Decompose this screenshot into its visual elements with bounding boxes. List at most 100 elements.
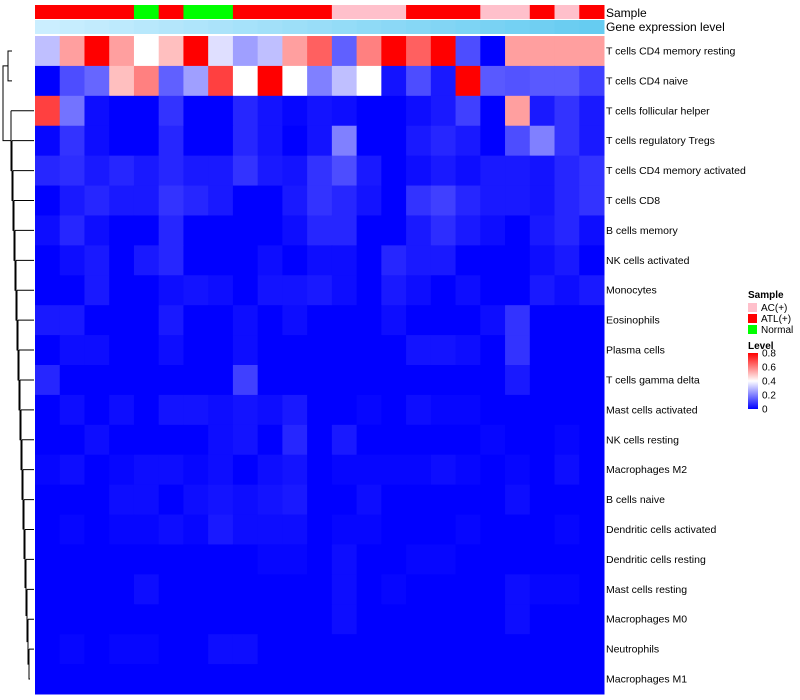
heatmap-cell: [406, 335, 432, 366]
heatmap-cell: [282, 245, 308, 276]
heatmap-cell: [381, 65, 407, 97]
heatmap-cell: [307, 36, 333, 67]
heatmap-cell: [307, 185, 333, 216]
heatmap-cell: [430, 275, 457, 306]
heatmap-cell: [133, 275, 160, 306]
heatmap-cell: [529, 484, 556, 516]
heatmap-cell: [579, 574, 605, 605]
heatmap-cell: [282, 544, 308, 575]
heatmap-cell: [381, 454, 407, 486]
heatmap-cell: [307, 335, 333, 366]
heatmap-cell: [579, 394, 605, 426]
heatmap-cell: [430, 305, 457, 336]
heatmap-cell: [307, 604, 333, 635]
heatmap-cell: [307, 514, 333, 545]
heatmap-cell: [84, 65, 110, 97]
heatmap-cell: [554, 125, 580, 157]
heatmap-cell: [406, 424, 432, 456]
heatmap-cell: [430, 454, 457, 486]
heatmap-cell: [257, 215, 283, 246]
heatmap-cell: [232, 185, 259, 216]
heatmap-cell: [109, 604, 135, 635]
heatmap-cell: [257, 335, 283, 366]
heatmap-cell: [59, 424, 85, 456]
heatmap-cell: [505, 574, 531, 605]
heatmap-cell: [356, 394, 382, 426]
heatmap-cell: [430, 664, 457, 695]
heatmap-cell: [505, 514, 531, 545]
heatmap-cell: [232, 544, 259, 575]
heatmap-cell: [307, 245, 333, 276]
heatmap-cell: [232, 394, 259, 426]
expression-cell: [455, 20, 481, 34]
heatmap-cell: [480, 454, 506, 486]
heatmap-cell: [430, 36, 457, 67]
heatmap-cell: [35, 634, 61, 665]
heatmap-cell: [282, 664, 308, 695]
heatmap-cell: [455, 36, 481, 67]
heatmap-cell: [183, 424, 209, 456]
heatmap-cell: [183, 275, 209, 306]
heatmap-cell: [331, 454, 358, 486]
heatmap-cell: [183, 394, 209, 426]
heatmap-cell: [307, 664, 333, 695]
heatmap-cell: [430, 95, 457, 127]
heatmap-cell: [381, 394, 407, 426]
expression-cell: [133, 20, 160, 34]
heatmap-cell: [356, 125, 382, 157]
heatmap-cell: [257, 484, 283, 516]
heatmap-cell: [84, 215, 110, 246]
heatmap-cell: [505, 215, 531, 246]
sample-cell: [307, 5, 333, 19]
level-tick-label: 0.6: [762, 363, 776, 374]
heatmap-cell: [84, 245, 110, 276]
heatmap-cell: [480, 185, 506, 216]
heatmap-cell: [331, 305, 358, 336]
heatmap-cell: [406, 65, 432, 97]
heatmap-cell: [282, 65, 308, 97]
heatmap-cell: [59, 95, 85, 127]
expression-cell: [232, 20, 259, 34]
heatmap-cell: [480, 215, 506, 246]
row-label: Macrophages M2: [606, 464, 687, 476]
heatmap-cell: [158, 335, 184, 366]
heatmap-cell: [579, 454, 605, 486]
heatmap-cell: [35, 155, 61, 187]
heatmap-cell: [158, 245, 184, 276]
heatmap-cell: [406, 484, 432, 516]
sample-cell: [208, 5, 234, 19]
heatmap-cell: [505, 454, 531, 486]
heatmap-cell: [480, 305, 506, 336]
heatmap-cell: [356, 514, 382, 545]
heatmap-cell: [505, 275, 531, 306]
heatmap-cell: [208, 215, 234, 246]
heatmap-cell: [579, 215, 605, 246]
heatmap-cell: [257, 155, 283, 187]
heatmap-cell: [208, 155, 234, 187]
heatmap-cell: [257, 634, 283, 665]
heatmap-cell: [529, 275, 556, 306]
heatmap-cell: [480, 275, 506, 306]
row-label: Mast cells activated: [606, 404, 698, 416]
heatmap-cell: [257, 664, 283, 695]
heatmap-cell: [356, 245, 382, 276]
heatmap-cell: [554, 275, 580, 306]
heatmap-cell: [331, 155, 358, 187]
heatmap-cell: [554, 604, 580, 635]
heatmap-cell: [282, 484, 308, 516]
heatmap-cell: [505, 544, 531, 575]
heatmap-cell: [554, 245, 580, 276]
heatmap-cell: [455, 125, 481, 157]
heatmap-cell: [208, 36, 234, 67]
heatmap-cell: [35, 65, 61, 97]
heatmap-cell: [554, 65, 580, 97]
level-legend-title: Level: [748, 341, 774, 352]
heatmap-cell: [307, 365, 333, 396]
sample-cell: [406, 5, 432, 19]
heatmap-cell: [282, 305, 308, 336]
heatmap-cell: [232, 634, 259, 665]
level-tick-label: 0.8: [762, 349, 776, 360]
row-label: T cells regulatory Tregs: [606, 135, 715, 147]
heatmap-cell: [356, 65, 382, 97]
heatmap-cell: [480, 155, 506, 187]
